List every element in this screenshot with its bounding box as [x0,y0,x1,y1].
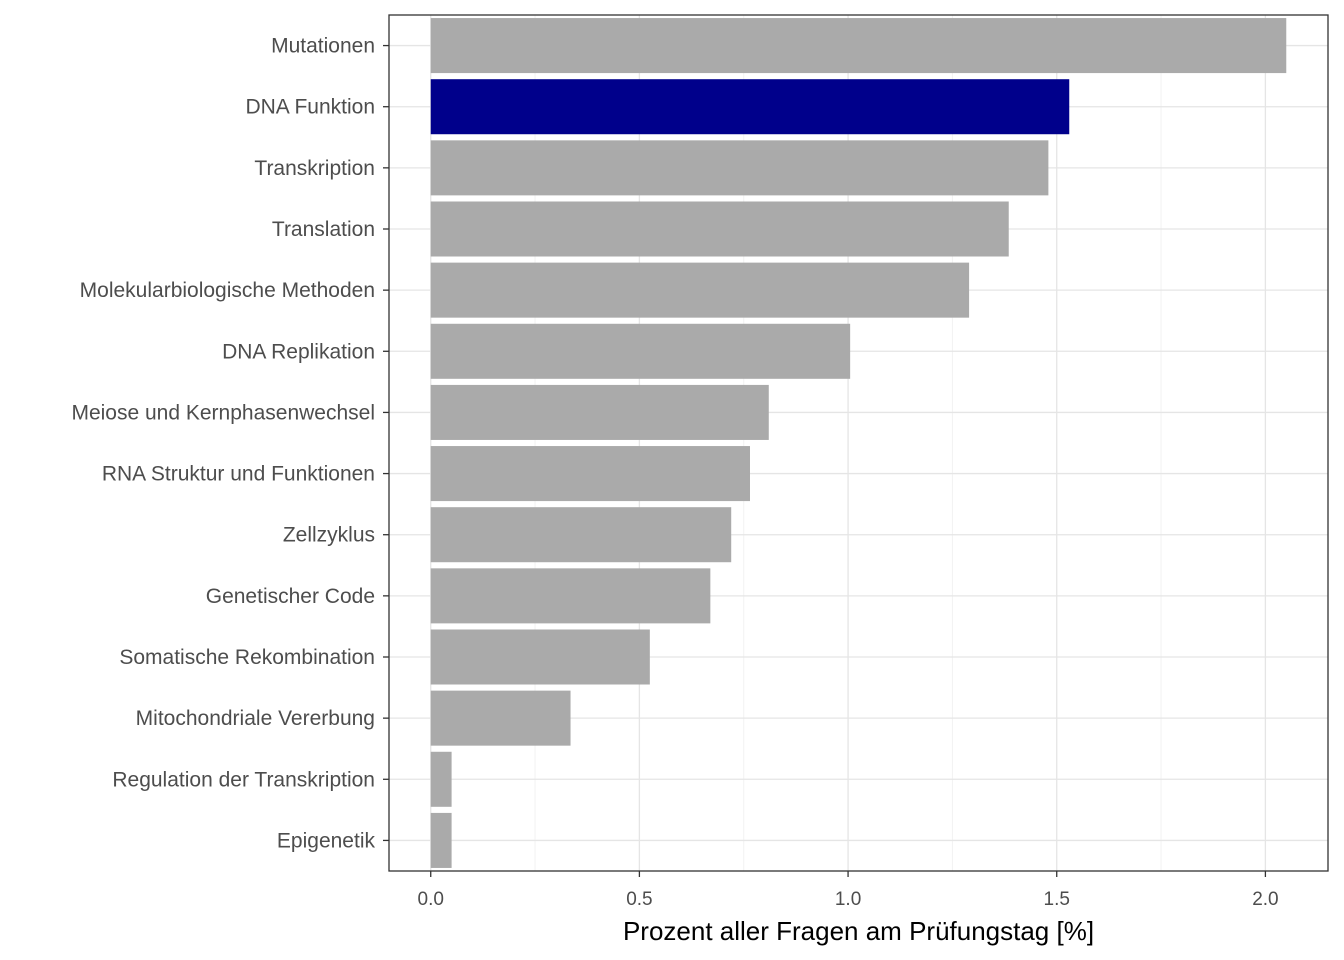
bar-rna-struktur-und-funktionen [430,446,750,502]
x-tick-label: 0.0 [418,889,444,910]
y-tick-label: Zellzyklus [283,524,375,547]
bar-meiose-und-kernphasenwechsel [430,384,769,440]
bar-transkription [430,140,1049,196]
bar-dna-funktion [430,79,1070,135]
y-tick-label: Molekularbiologische Methoden [80,279,375,302]
bar-somatische-rekombination [430,629,650,685]
x-tick-label: 1.5 [1044,889,1070,910]
y-tick-label: Mitochondriale Vererbung [136,707,375,730]
y-tick-label: DNA Funktion [245,96,375,119]
x-axis-title: Prozent aller Fragen am Prüfungstag [%] [623,916,1094,946]
bar-regulation-der-transkription [430,751,452,807]
y-tick-label: Transkription [254,157,375,180]
y-tick-label: Epigenetik [277,829,376,852]
bar-zellzyklus [430,507,732,563]
plot-panel-border [388,14,1329,872]
y-axis: Mutationen DNA Funktion Transkription Trans… [71,35,389,852]
bar-genetischer-code [430,568,711,624]
y-tick-label: RNA Struktur und Funktionen [102,463,375,486]
bar-mitochondriale-vererbung [430,690,571,746]
y-tick-label: Somatische Rekombination [119,646,375,669]
bar-epigenetik [430,812,452,868]
x-axis: 0.0 0.5 1.0 1.5 2.0 [418,871,1279,910]
x-tick-label: 0.5 [626,889,652,910]
x-tick-label: 2.0 [1252,889,1278,910]
x-tick-label: 1.0 [835,889,861,910]
bar-molekularbiologische-methoden [430,262,970,318]
y-tick-label: Genetischer Code [206,585,375,608]
y-tick-label: Regulation der Transkription [112,768,375,791]
bar-translation [430,201,1009,257]
y-tick-label: Translation [272,218,375,241]
y-tick-label: Mutationen [271,35,375,58]
bar-mutationen [430,18,1287,74]
bars [430,18,1287,868]
y-tick-label: DNA Replikation [222,340,375,363]
y-tick-label: Meiose und Kernphasenwechsel [71,401,375,424]
bar-dna-replikation [430,323,851,379]
